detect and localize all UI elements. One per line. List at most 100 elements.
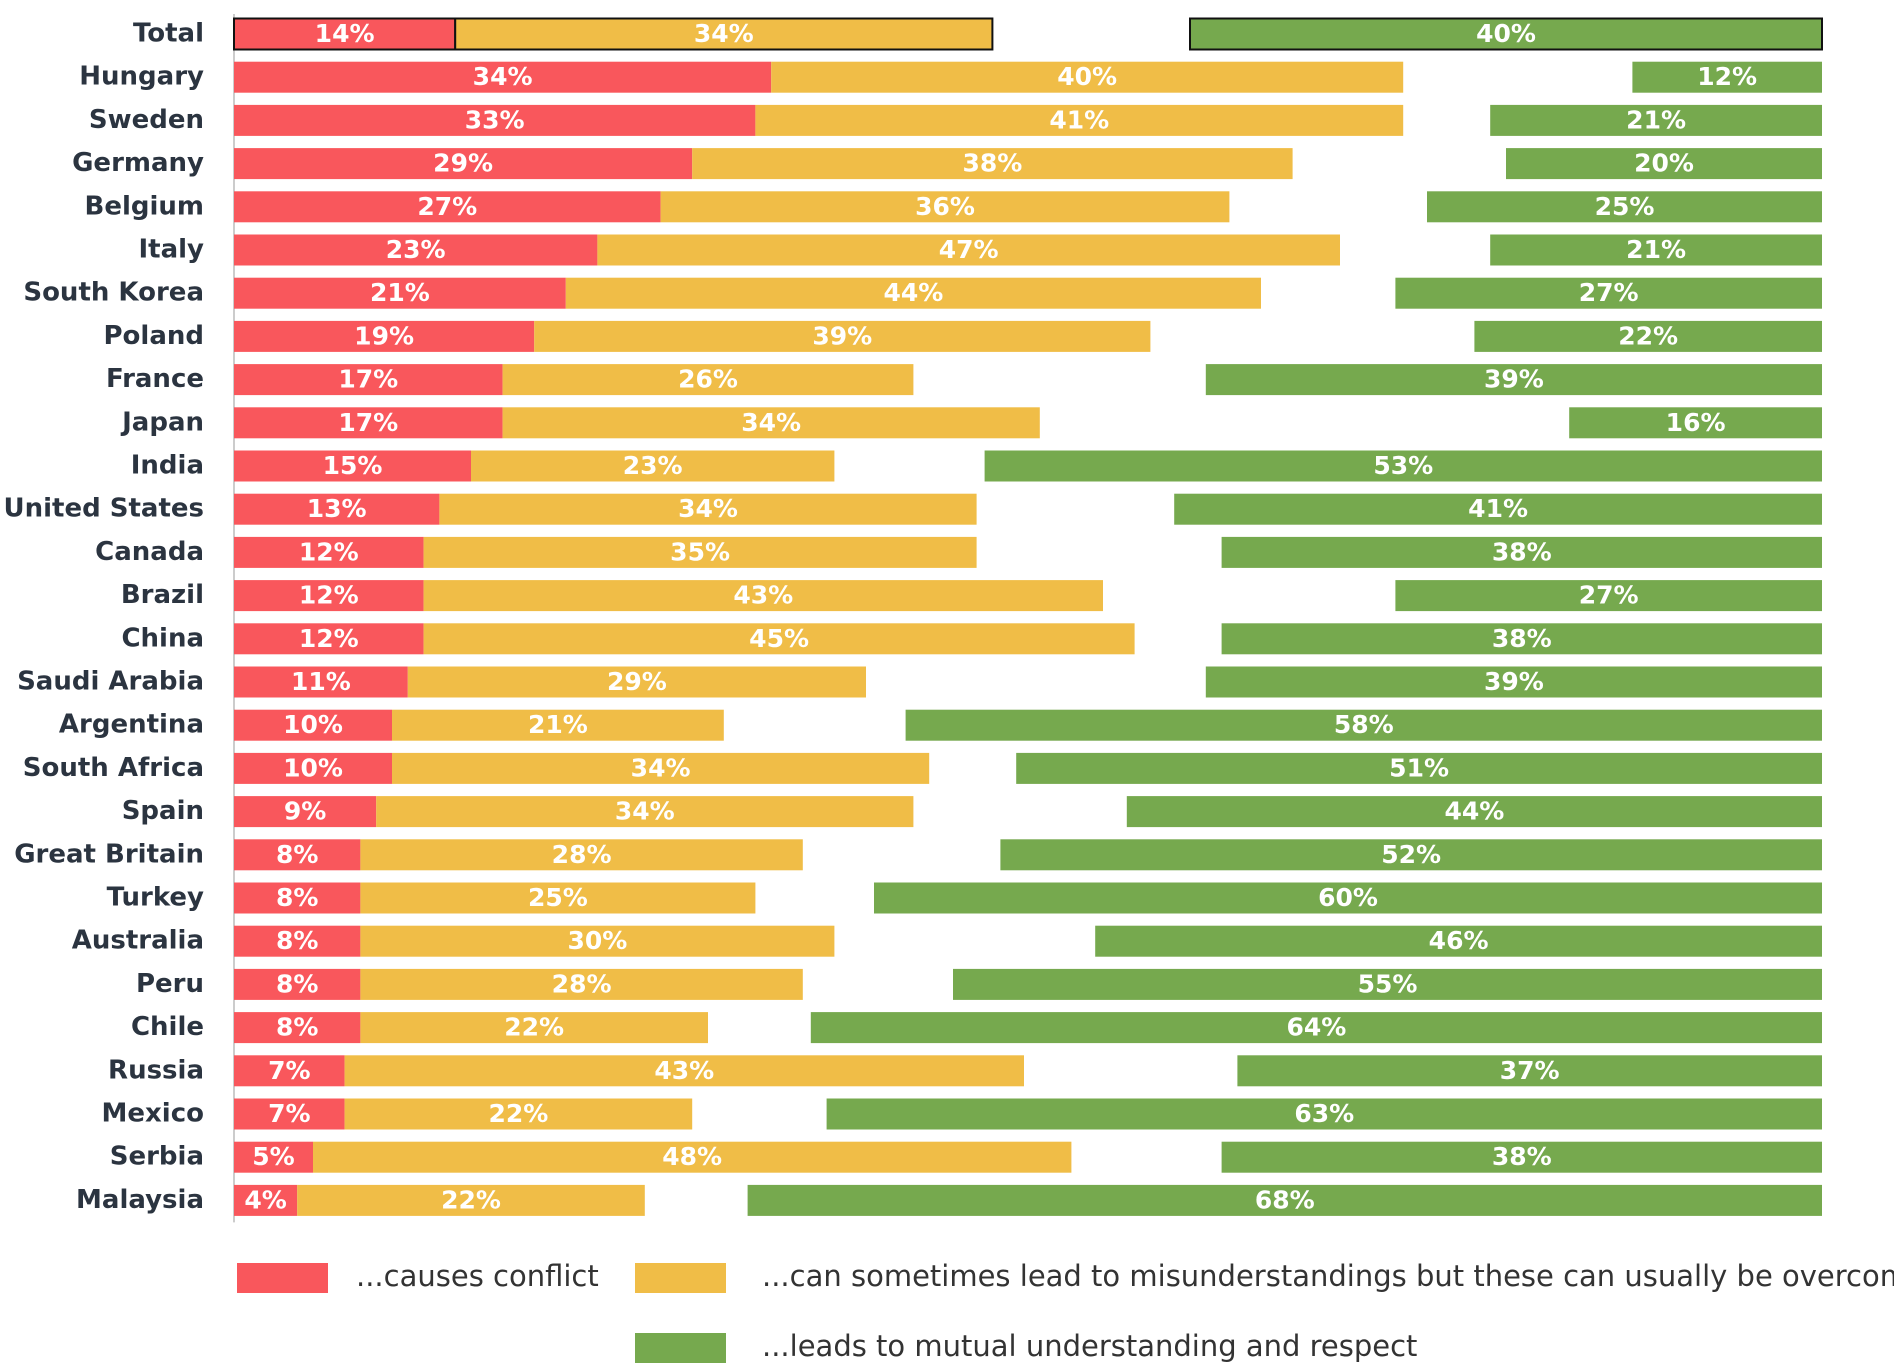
bar-segment: [234, 623, 424, 655]
category-label: Japan: [120, 407, 204, 437]
bar-segment: [953, 968, 1822, 1000]
bar-segment: [234, 277, 566, 309]
value-label: 38%: [1492, 624, 1552, 653]
value-label: 19%: [354, 321, 414, 350]
value-label: 47%: [939, 235, 999, 264]
bar-segment: [984, 450, 1822, 482]
value-label: 27%: [1579, 581, 1639, 610]
category-label: Italy: [138, 235, 204, 265]
category-label: Peru: [136, 969, 204, 999]
value-label: 4%: [244, 1185, 286, 1214]
category-label: Belgium: [85, 191, 205, 221]
value-label: 17%: [338, 408, 398, 437]
category-label: Poland: [104, 321, 205, 351]
bar-segment: [660, 191, 1230, 223]
category-label: Argentina: [59, 710, 204, 740]
value-label: 53%: [1373, 451, 1433, 480]
bar-segment: [234, 234, 598, 266]
bar-segment: [1221, 623, 1822, 655]
value-label: 40%: [1057, 62, 1117, 91]
value-label: 36%: [915, 192, 975, 221]
value-label: 38%: [962, 149, 1022, 178]
value-label: 29%: [607, 667, 667, 696]
value-label: 21%: [370, 278, 430, 307]
category-label: Hungary: [79, 62, 204, 92]
bar-segment: [234, 493, 440, 525]
value-label: 12%: [299, 624, 359, 653]
value-label: 20%: [1634, 149, 1694, 178]
bar-segment: [234, 364, 503, 396]
bar-segment: [407, 666, 866, 698]
bar-segment: [1174, 493, 1822, 525]
value-label: 22%: [488, 1099, 548, 1128]
value-label: 27%: [417, 192, 477, 221]
bar-segment: [1427, 191, 1822, 223]
category-label: Total: [133, 19, 204, 49]
value-label: 12%: [299, 537, 359, 566]
category-label: United States: [4, 494, 205, 524]
category-label: China: [121, 623, 204, 653]
bar-segment: [454, 17, 994, 51]
value-label: 21%: [1626, 105, 1686, 134]
category-label: Mexico: [102, 1099, 204, 1129]
bar-segment: [423, 536, 977, 568]
bar-segment: [234, 925, 361, 957]
value-label: 10%: [283, 753, 343, 782]
legend-label: ...causes conflict: [356, 1259, 599, 1293]
value-label: 39%: [812, 321, 872, 350]
value-label: 41%: [1468, 494, 1528, 523]
bar-segment: [344, 1055, 1025, 1087]
bar-segment: [360, 839, 803, 871]
bar-segment: [360, 968, 803, 1000]
value-label: 68%: [1255, 1185, 1315, 1214]
value-label: 22%: [1618, 321, 1678, 350]
bar-segment: [1126, 796, 1822, 828]
legend-label: ...leads to mutual understanding and res…: [762, 1329, 1417, 1363]
bar-segment: [234, 1141, 313, 1173]
legend-label: ...can sometimes lead to misunderstandin…: [762, 1259, 1894, 1293]
bar-segment: [234, 191, 661, 223]
bar-segment: [234, 666, 408, 698]
value-label: 37%: [1500, 1056, 1560, 1085]
bar-segment: [234, 968, 361, 1000]
bar-segment: [771, 61, 1404, 93]
category-label: Spain: [122, 796, 204, 826]
category-label: Turkey: [107, 883, 204, 913]
bar-segment: [826, 1098, 1822, 1130]
value-label: 11%: [291, 667, 351, 696]
value-label: 7%: [268, 1056, 310, 1085]
value-label: 5%: [252, 1142, 294, 1171]
value-label: 40%: [1476, 19, 1536, 48]
value-label: 13%: [307, 494, 367, 523]
value-label: 52%: [1381, 840, 1441, 869]
value-label: 34%: [473, 62, 533, 91]
bar-segment: [234, 407, 503, 439]
value-label: 12%: [1697, 62, 1757, 91]
bar-segment: [234, 1184, 298, 1216]
value-label: 22%: [441, 1185, 501, 1214]
bar-segment: [1395, 580, 1822, 612]
category-label: Great Britain: [14, 839, 204, 869]
legend-swatch: [635, 1333, 726, 1363]
value-label: 34%: [615, 797, 675, 826]
bar-segment: [234, 1012, 361, 1044]
bar-segment: [1189, 17, 1823, 51]
bar-segment: [234, 709, 392, 741]
bar-segment: [234, 752, 392, 784]
bar-segment: [692, 148, 1293, 180]
value-label: 23%: [623, 451, 683, 480]
bar-segment: [471, 450, 835, 482]
value-label: 25%: [1595, 192, 1655, 221]
bar-segment: [1569, 407, 1822, 439]
value-label: 8%: [276, 969, 318, 998]
bar-segment: [234, 839, 361, 871]
category-label: France: [106, 364, 204, 394]
legend-swatch: [237, 1263, 328, 1293]
value-label: 8%: [276, 883, 318, 912]
value-label: 28%: [552, 969, 612, 998]
value-label: 7%: [268, 1099, 310, 1128]
value-label: 43%: [654, 1056, 714, 1085]
bar-segment: [360, 882, 756, 914]
value-label: 12%: [299, 581, 359, 610]
bar-segment: [534, 320, 1151, 352]
